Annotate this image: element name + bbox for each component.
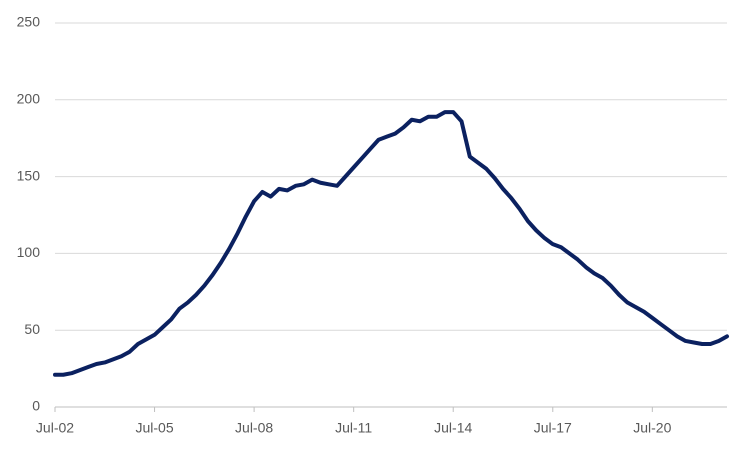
x-tick-label: Jul-05: [135, 420, 173, 436]
x-tick-label: Jul-11: [335, 420, 372, 436]
y-tick-label: 50: [24, 321, 40, 337]
y-tick-label: 0: [32, 398, 40, 414]
x-tick-label: Jul-14: [434, 420, 472, 436]
x-tick-label: Jul-20: [633, 420, 671, 436]
x-tick-label: Jul-02: [36, 420, 74, 436]
y-tick-label: 250: [17, 14, 41, 30]
x-tick-label: Jul-17: [534, 420, 572, 436]
y-tick-label: 100: [17, 244, 41, 260]
y-tick-label: 150: [17, 167, 41, 183]
y-tick-label: 200: [17, 91, 41, 107]
x-tick-label: Jul-08: [235, 420, 273, 436]
line-series: [53, 110, 729, 377]
